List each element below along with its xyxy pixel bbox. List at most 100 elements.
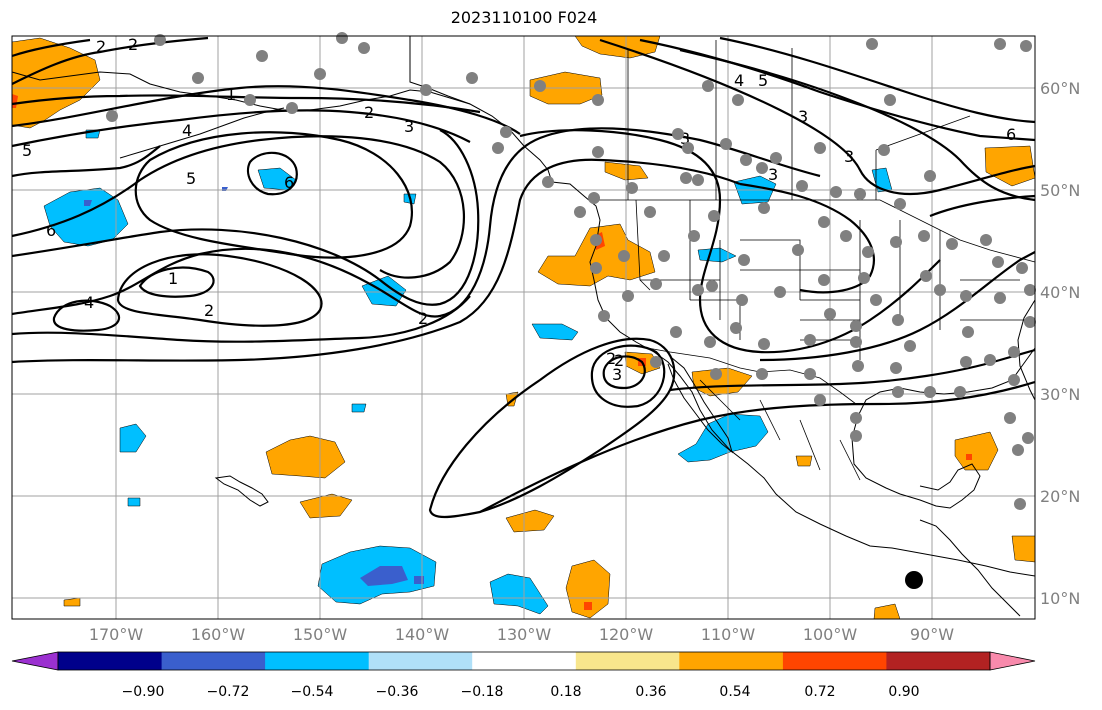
station-marker [192,72,204,84]
station-marker [680,172,692,184]
station-marker [980,234,992,246]
lat-label: 30°N [1040,385,1080,404]
coastline-hawaii [214,475,269,507]
lon-label: 110°W [701,625,756,644]
colorbar-segment [161,652,266,670]
contour-line [11,36,209,85]
contour-label: 5 [22,141,32,160]
station-marker [358,42,370,54]
station-marker [814,142,826,154]
station-marker [286,102,298,114]
contour-label: 5 [186,169,196,188]
colorbar-segment [886,652,991,670]
station-marker [904,340,916,352]
station-marker [592,94,604,106]
station-marker [702,80,714,92]
station-marker [850,412,862,424]
positive-area [565,559,611,619]
station-marker [994,38,1006,50]
lon-label: 170°W [89,625,144,644]
lat-label: 20°N [1040,487,1080,506]
station-marker [626,182,638,194]
strong-positive-area [584,602,592,610]
station-marker [420,84,432,96]
station-marker [866,38,878,50]
coastline-central-america [919,519,1021,617]
contour-line [599,38,1036,195]
lon-label: 90°W [910,625,954,644]
station-marker [682,142,694,154]
station-marker [890,362,902,374]
station-marker [818,274,830,286]
lat-label: 40°N [1040,283,1080,302]
station-marker [738,254,750,266]
contour-line [428,337,676,519]
contour-line [479,380,1036,513]
colorbar-tick-label: −0.90 [122,684,165,700]
station-marker [758,202,770,214]
lon-label: 140°W [395,625,450,644]
station-marker [1016,262,1028,274]
contour-line [639,38,1036,142]
station-marker [730,322,742,334]
station-markers [106,32,1036,510]
contour-line [11,135,465,279]
strong-negative-area [84,200,92,206]
contour-line [52,299,121,332]
coastline-baja-california [667,357,733,454]
lon-axis: 170°W 160°W 150°W 140°W 130°W 120°W 110°… [89,625,954,644]
contour-label: 4 [182,121,192,140]
contour-label: 3 [798,107,808,126]
station-marker [756,368,768,380]
station-marker [796,180,808,192]
station-marker [924,386,936,398]
station-marker [650,356,662,368]
contour-line [116,253,323,327]
station-marker [732,94,744,106]
station-marker [1020,40,1032,52]
colorbar-segment [58,652,163,670]
colorbar-tick-label: −0.72 [207,684,250,700]
colorbar-tick-label: −0.36 [376,684,419,700]
contour-line [590,344,666,408]
colorbar-segment [368,652,473,670]
lon-label: 160°W [191,625,246,644]
station-marker [704,336,716,348]
mexico-state-borders [699,379,861,481]
colorbar-segment [265,652,370,670]
canadian-province-borders [627,40,971,200]
station-marker [1024,316,1036,328]
contour-label: 4 [734,71,744,90]
station-marker [850,336,862,348]
colorbar-tick-label: −0.54 [291,684,334,700]
station-marker [336,32,348,44]
lon-label: 150°W [293,625,348,644]
lon-label: 100°W [803,625,858,644]
station-marker [466,72,478,84]
contour-label: 3 [404,117,414,136]
station-marker [850,320,862,332]
contour-label: 2 [204,301,214,320]
station-marker [1012,444,1024,456]
station-marker [1022,432,1034,444]
station-marker [672,128,684,140]
station-marker [314,68,326,80]
contour-line [11,158,741,364]
contour-line [11,129,480,306]
station-marker [720,138,732,150]
contour-label: 6 [284,173,294,192]
station-marker [858,272,870,284]
contour-line [11,109,471,148]
positive-area [265,435,346,479]
station-marker [644,206,656,218]
station-marker [946,238,958,250]
station-marker [920,270,932,282]
negative-area [531,323,579,341]
positive-area [505,509,555,533]
station-marker [870,294,882,306]
contour-line [719,36,1036,124]
station-marker [692,284,704,296]
contour-line [669,348,1036,392]
station-marker [814,394,826,406]
